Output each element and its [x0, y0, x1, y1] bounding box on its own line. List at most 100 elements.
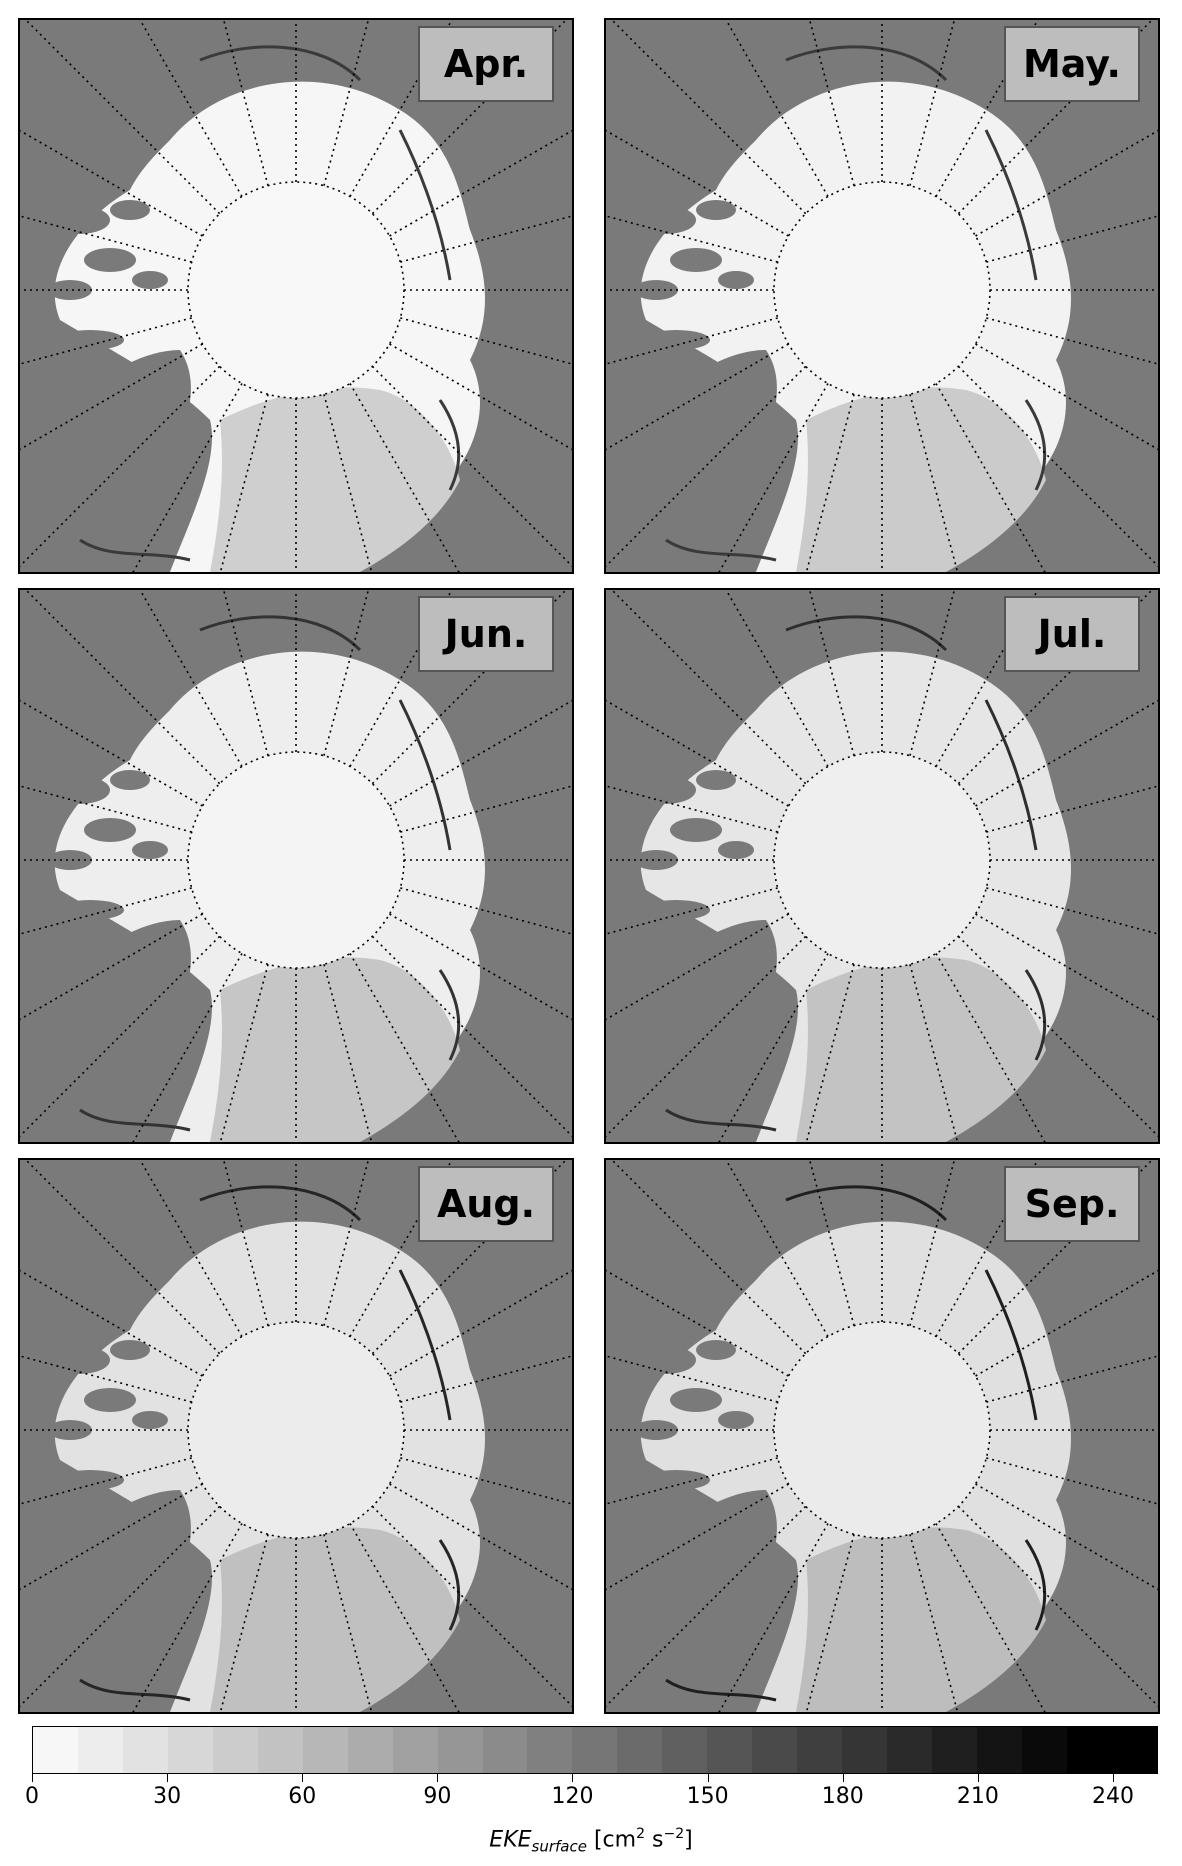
colorbar-tick — [977, 1774, 979, 1782]
island — [634, 280, 678, 300]
colorbar — [32, 1726, 1158, 1774]
colorbar-tick — [707, 1774, 709, 1782]
colorbar-segment — [122, 1727, 168, 1773]
colorbar-segment — [392, 1727, 438, 1773]
island — [696, 770, 736, 790]
polar-map — [20, 590, 572, 1142]
colorbar-tick-label: 210 — [956, 1784, 999, 1809]
colorbar-tick — [32, 1774, 33, 1782]
colorbar-segment — [842, 1727, 888, 1773]
meridian-line — [389, 343, 572, 451]
month-label: Jul. — [1004, 596, 1140, 672]
month-label: Sep. — [1004, 1166, 1140, 1242]
island — [636, 776, 696, 804]
colorbar-segment — [212, 1727, 258, 1773]
colorbar-segment — [482, 1727, 528, 1773]
polar-map — [606, 1160, 1158, 1712]
island — [50, 1346, 110, 1374]
meridian-line — [389, 1483, 572, 1591]
central-arctic — [188, 1322, 404, 1538]
central-arctic — [774, 752, 990, 968]
colorbar-segment — [617, 1727, 663, 1773]
meridian-line — [349, 383, 460, 572]
polar-map — [606, 20, 1158, 572]
island — [110, 200, 150, 220]
greenland — [646, 350, 777, 560]
island — [84, 818, 136, 842]
meridian-line — [389, 699, 572, 807]
meridian-line — [24, 1160, 221, 1355]
map-panel: Jun. — [18, 588, 574, 1144]
ice-edge — [79, 1185, 461, 1702]
island — [636, 1346, 696, 1374]
ice-edge — [79, 45, 461, 562]
atlantic-sector — [796, 387, 1046, 572]
colorbar-segment — [977, 1727, 1022, 1773]
colorbar-segment — [1066, 1727, 1112, 1773]
map-panel: Aug. — [18, 1158, 574, 1714]
map-panel: May. — [604, 18, 1160, 574]
island — [696, 1340, 736, 1360]
colorbar-label: EKEsurface [cm2 s−2] — [0, 1826, 1182, 1856]
colorbar-segment — [257, 1727, 303, 1773]
colorbar-tick-label: 60 — [288, 1784, 317, 1809]
colorbar-tick-label: 0 — [25, 1784, 39, 1809]
atlantic-sector — [210, 1527, 460, 1712]
colorbar-label-units-post: ] — [684, 1827, 693, 1853]
meridian-line — [20, 343, 203, 451]
colorbar-label-subscript: surface — [531, 1837, 587, 1856]
colorbar-segment — [1021, 1727, 1067, 1773]
island — [718, 841, 754, 859]
colorbar-tick-label: 240 — [1091, 1784, 1134, 1809]
colorbar-segment — [932, 1727, 978, 1773]
month-label: May. — [1004, 26, 1140, 102]
island — [50, 206, 110, 234]
month-label: Apr. — [418, 26, 554, 102]
meridian-line — [389, 1269, 572, 1377]
colorbar-segment — [887, 1727, 933, 1773]
colorbar-tick-label: 90 — [423, 1784, 452, 1809]
colorbar-tick — [437, 1774, 439, 1782]
greenland — [60, 920, 191, 1130]
central-arctic — [774, 182, 990, 398]
colorbar-segment — [33, 1727, 78, 1773]
island — [670, 248, 722, 272]
atlantic-sector — [796, 1527, 1046, 1712]
island — [696, 200, 736, 220]
meridian-line — [20, 1269, 203, 1377]
island — [48, 1420, 92, 1440]
atlantic-sector — [210, 387, 460, 572]
month-label: Aug. — [418, 1166, 554, 1242]
colorbar-label-units-pre: [cm — [593, 1827, 637, 1853]
colorbar-segment — [797, 1727, 843, 1773]
colorbar-segment — [77, 1727, 123, 1773]
island — [56, 900, 124, 920]
ice-edge — [665, 1185, 1047, 1702]
island — [718, 271, 754, 289]
island — [636, 206, 696, 234]
meridian-line — [24, 20, 221, 215]
meridian-line — [935, 383, 1046, 572]
colorbar-tick — [842, 1774, 844, 1782]
map-panel: Apr. — [18, 18, 574, 574]
island — [642, 1470, 710, 1490]
colorbar-segment — [527, 1727, 573, 1773]
island — [48, 850, 92, 870]
map-panel: Sep. — [604, 1158, 1160, 1714]
atlantic-sector — [210, 957, 460, 1142]
colorbar-tick — [1112, 1774, 1114, 1782]
meridian-line — [20, 1483, 203, 1591]
map-panel: Jul. — [604, 588, 1160, 1144]
ice-edge — [665, 45, 1047, 562]
island — [110, 770, 150, 790]
central-arctic — [188, 182, 404, 398]
colorbar-segment — [1111, 1727, 1157, 1773]
meridian-line — [20, 699, 203, 807]
island — [56, 1470, 124, 1490]
island — [132, 1411, 168, 1429]
meridian-line — [132, 383, 243, 572]
island — [670, 1388, 722, 1412]
colorbar-label-units-mid: s — [645, 1827, 664, 1853]
colorbar-tick-label: 150 — [686, 1784, 729, 1809]
island — [642, 900, 710, 920]
